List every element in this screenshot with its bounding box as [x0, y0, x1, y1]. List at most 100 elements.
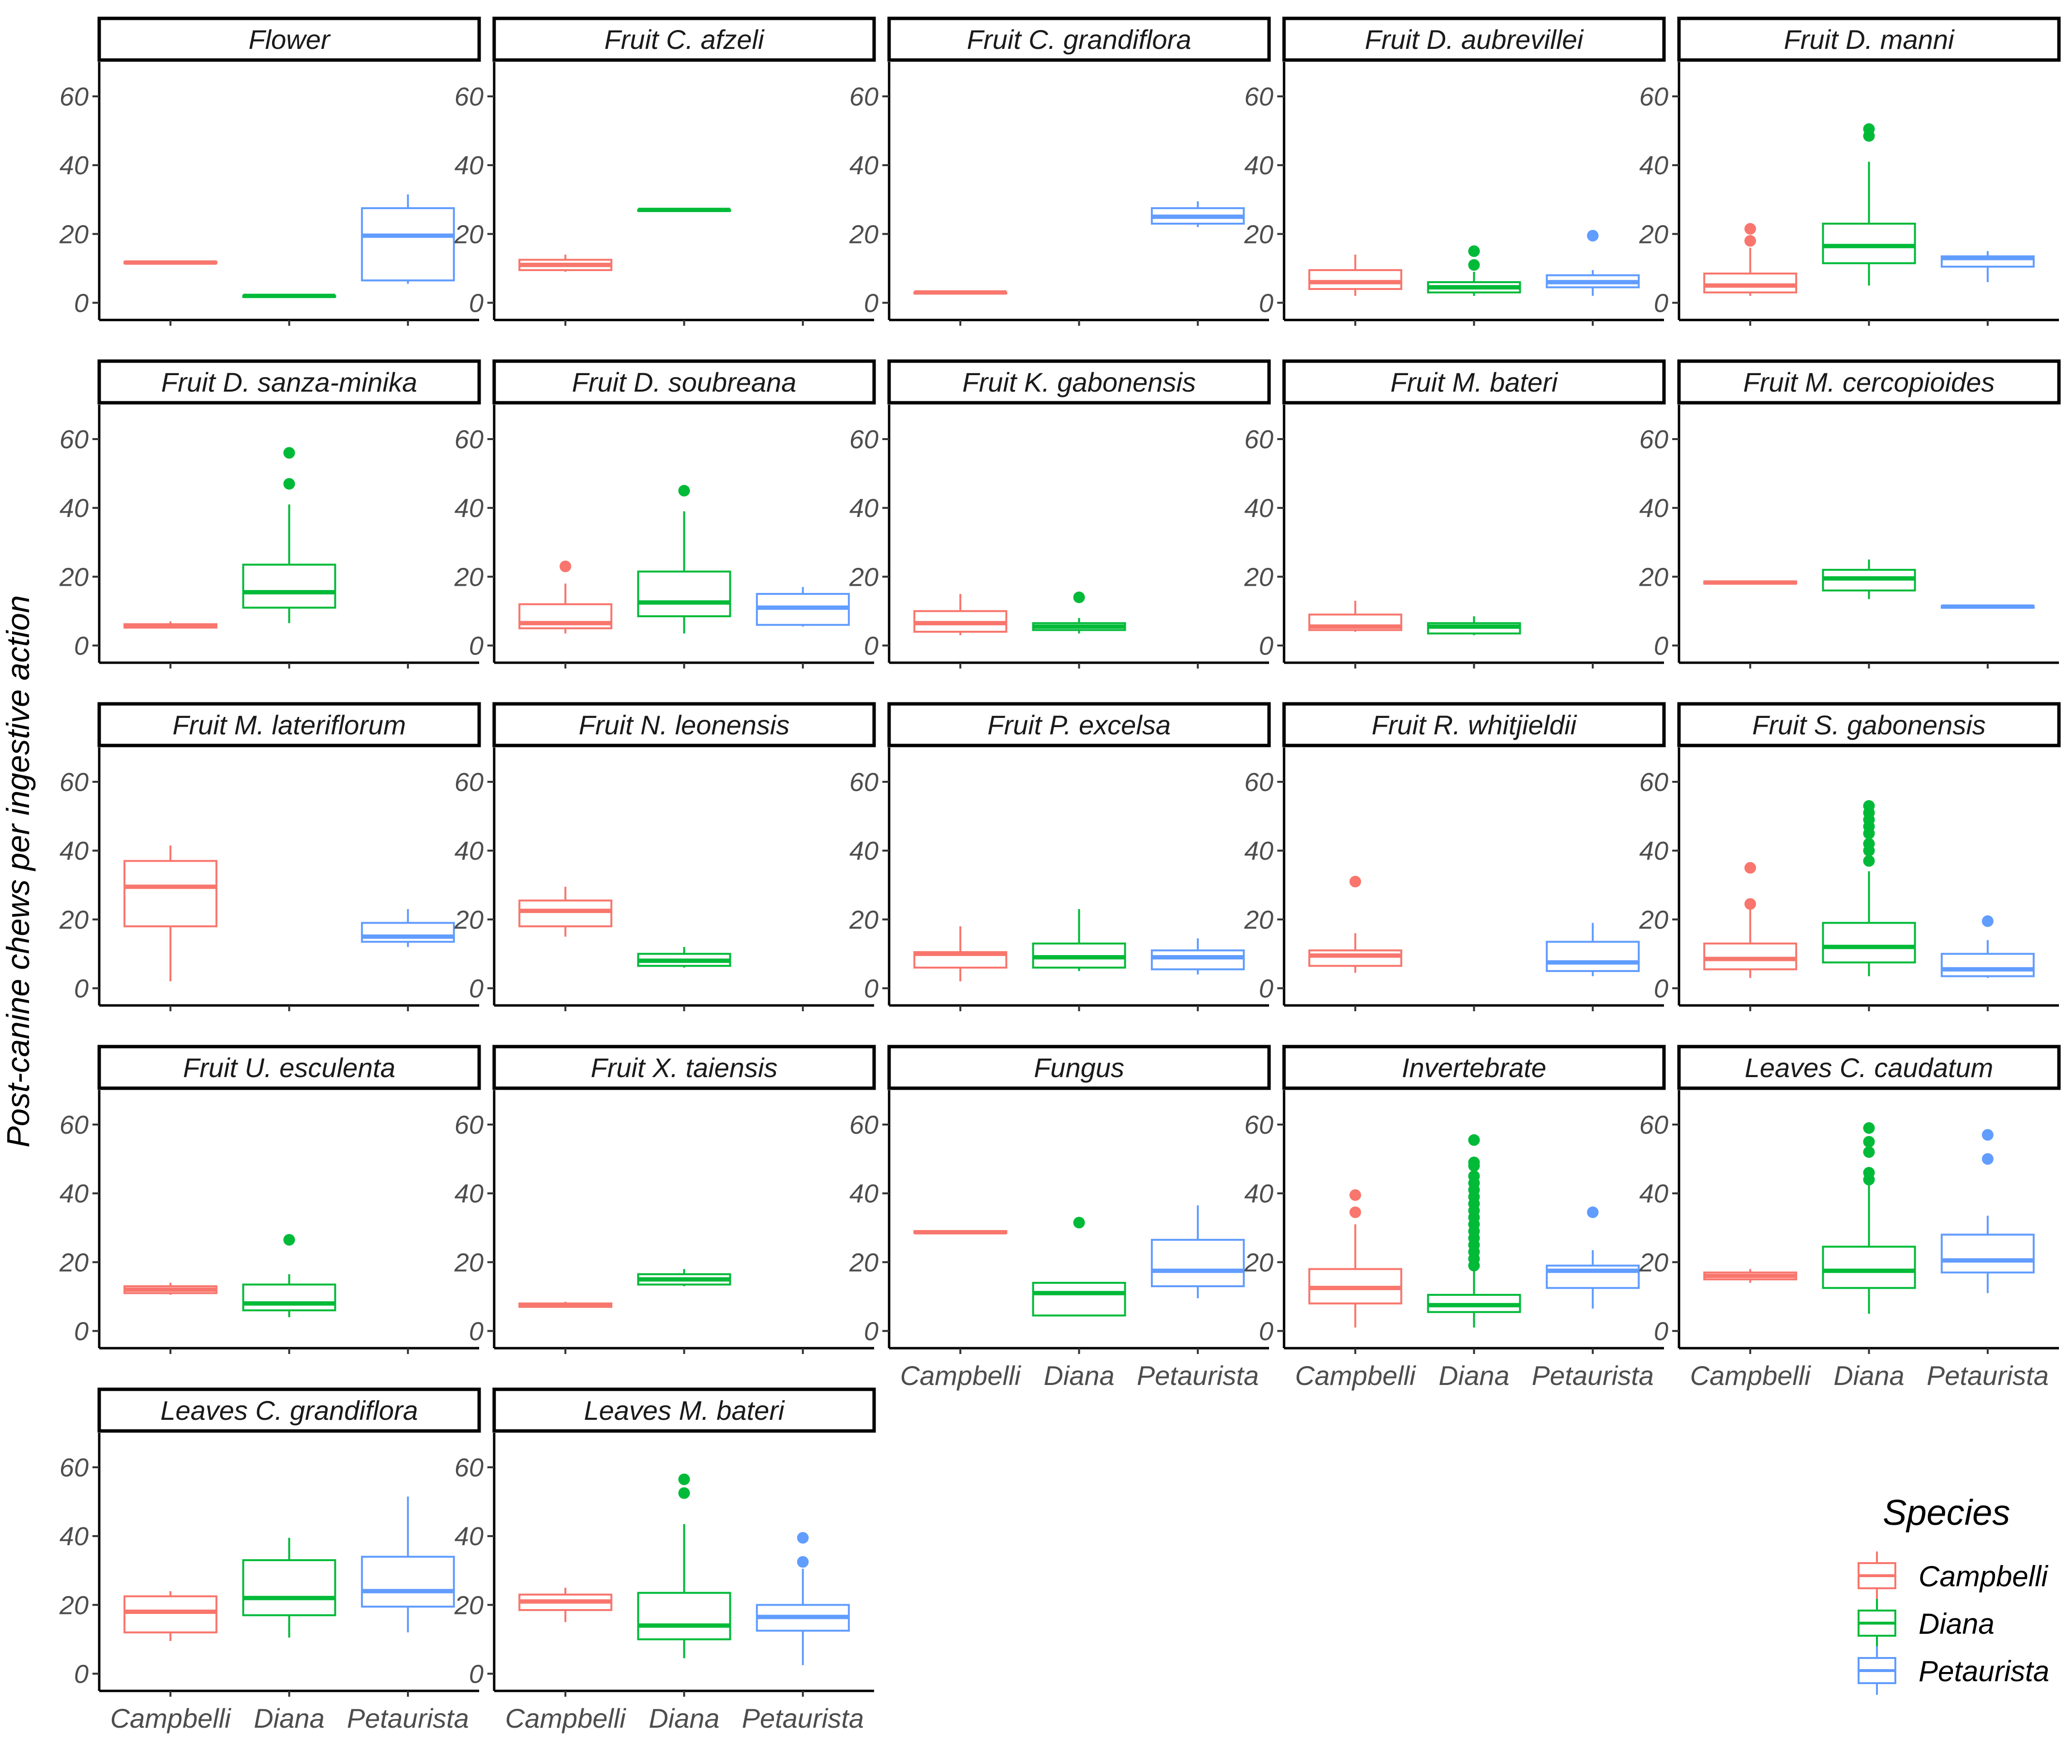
- facet-fruit-r-whitjieldii: Fruit R. whitjieldii 0 20 40 60: [1244, 702, 1666, 1011]
- box-petaurista: [1545, 1206, 1640, 1309]
- y-tick-label: 0: [864, 1317, 878, 1346]
- iqr-box: [1150, 949, 1245, 971]
- y-tick-label: 20: [1244, 563, 1273, 592]
- y-tick-label: 60: [1639, 425, 1668, 454]
- y-tick-label: 40: [1244, 494, 1273, 523]
- legend: Species Campbelli Diana Petaurista: [1858, 1492, 2049, 1695]
- box-diana: [1427, 616, 1521, 636]
- y-tick-label: 40: [60, 151, 89, 180]
- y-tick-label: 20: [454, 1591, 484, 1620]
- facet-title: Fruit C. grandiflora: [967, 24, 1192, 55]
- y-tick-label: 40: [60, 836, 89, 866]
- outlier-point: [1349, 1189, 1361, 1201]
- iqr-box: [1822, 1246, 1916, 1289]
- y-tick-label: 0: [1654, 1317, 1668, 1346]
- facet-fruit-s-gabonensis: Fruit S. gabonensis 0 20 40 60: [1639, 702, 2061, 1011]
- x-tick-label: Campbelli: [1295, 1360, 1417, 1391]
- y-tick-label: 0: [469, 289, 484, 318]
- box-campbelli: [1308, 254, 1403, 296]
- box-diana: [637, 1473, 731, 1658]
- y-tick-label: 0: [1259, 289, 1273, 318]
- box-diana: [242, 1537, 336, 1638]
- facet-strip: [492, 1387, 876, 1433]
- outlier-point: [678, 485, 690, 497]
- x-tick-label: Diana: [649, 1703, 719, 1734]
- y-tick-label: 60: [1244, 768, 1273, 797]
- box-diana: [1427, 1134, 1521, 1328]
- outlier-point: [1981, 1153, 1994, 1165]
- y-tick-label: 0: [74, 974, 89, 1003]
- box-campbelli: [518, 886, 613, 937]
- outlier-point: [1863, 1146, 1875, 1158]
- box-diana: [1822, 1122, 1916, 1314]
- y-tick-label: 40: [1639, 494, 1668, 523]
- y-tick-label: 40: [60, 494, 89, 523]
- y-tick-label: 60: [1639, 82, 1668, 111]
- box-campbelli: [913, 1230, 1008, 1235]
- outlier-point: [1863, 1136, 1875, 1148]
- outlier-point: [1744, 862, 1756, 874]
- box-petaurista: [756, 1532, 850, 1665]
- facet-strip: [97, 702, 481, 747]
- box-petaurista: [756, 587, 850, 627]
- y-tick-label: 20: [1639, 905, 1668, 934]
- box-petaurista: [1150, 938, 1245, 975]
- outlier-point: [1073, 1217, 1085, 1229]
- y-tick-label: 40: [454, 151, 484, 180]
- box-petaurista: [1545, 923, 1640, 976]
- legend-title: Species: [1883, 1492, 2010, 1533]
- box-petaurista: [361, 1496, 455, 1633]
- y-tick-label: 60: [60, 425, 89, 454]
- facet-title: Fruit M. cercopioides: [1743, 367, 1995, 397]
- y-tick-label: 60: [1244, 425, 1273, 454]
- y-tick-label: 60: [454, 82, 484, 111]
- box-petaurista: [1150, 201, 1245, 228]
- facet-fruit-c-afzeli: Fruit C. afzeli 0 20 40 60: [454, 16, 876, 326]
- outlier-point: [560, 561, 572, 573]
- y-tick-label: 20: [59, 905, 89, 934]
- y-tick-label: 40: [1244, 151, 1273, 180]
- y-tick-label: 40: [1639, 151, 1668, 180]
- box-diana: [637, 1269, 731, 1287]
- outlier-point: [1981, 915, 1994, 927]
- y-tick-label: 20: [454, 563, 484, 592]
- iqr-box: [637, 1592, 731, 1641]
- y-tick-label: 60: [454, 425, 484, 454]
- facet-fruit-d-aubrevillei: Fruit D. aubrevillei 0 20 40 60: [1244, 16, 1666, 326]
- facet-title: Fruit D. sanza-minika: [161, 367, 417, 397]
- x-tick-label: Petaurista: [1532, 1360, 1654, 1391]
- box-campbelli: [123, 1591, 218, 1641]
- outlier-point: [1468, 1134, 1480, 1146]
- facet-strip: [887, 702, 1271, 747]
- outlier-point: [1349, 1206, 1361, 1218]
- y-tick-label: 60: [60, 82, 89, 111]
- x-tick-label: Campbelli: [1690, 1360, 1812, 1391]
- iqr-box: [361, 922, 455, 943]
- facet-fruit-d-manni: Fruit D. manni 0 20 40 60: [1639, 16, 2061, 326]
- facet-fruit-d-sanza-minika: Fruit D. sanza-minika 0 20 40 60: [59, 359, 481, 669]
- box-petaurista: [1940, 915, 2035, 978]
- iqr-box: [1703, 273, 1798, 294]
- x-tick-label: Petaurista: [1927, 1360, 2049, 1391]
- x-tick-label: Petaurista: [1137, 1360, 1259, 1391]
- facet-title: Fruit M. bateri: [1391, 367, 1558, 397]
- y-tick-label: 0: [74, 631, 89, 660]
- x-tick-label: Diana: [1044, 1360, 1114, 1391]
- box-campbelli: [913, 593, 1008, 636]
- box-petaurista: [361, 909, 455, 947]
- y-tick-label: 20: [849, 563, 878, 592]
- x-tick-label: Diana: [1833, 1360, 1904, 1391]
- box-diana: [1032, 909, 1126, 971]
- facet-title: Fruit N. leonensis: [579, 710, 790, 740]
- box-petaurista: [1940, 604, 2035, 609]
- y-tick-label: 40: [849, 494, 878, 523]
- y-tick-label: 0: [74, 289, 89, 318]
- x-tick-label: Campbelli: [110, 1703, 232, 1734]
- y-tick-label: 0: [864, 631, 878, 660]
- outlier-point: [283, 447, 295, 459]
- facet-leaves-m-bateri: Leaves M. bateri 0 20 40 60 Campbelli Diana Pet…: [454, 1387, 876, 1734]
- facet-title: Flower: [248, 24, 331, 55]
- x-tick-label: Diana: [1438, 1360, 1509, 1391]
- y-tick-label: 0: [1654, 974, 1668, 1003]
- box-campbelli: [123, 621, 218, 629]
